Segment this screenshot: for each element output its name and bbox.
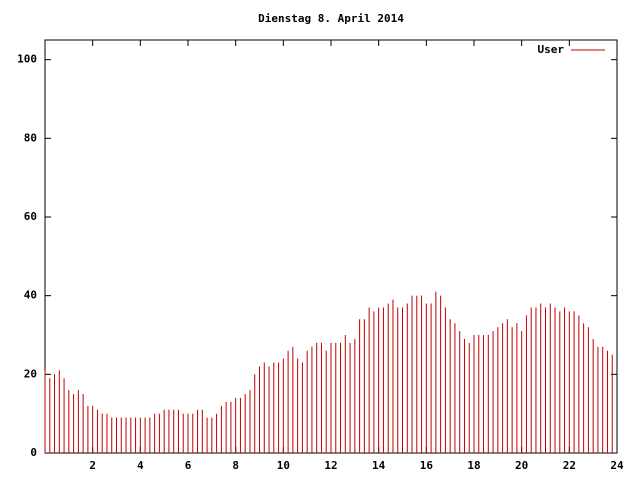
legend-label: User [538,43,565,56]
x-tick-label: 20 [515,459,528,472]
y-tick-label: 40 [24,289,37,302]
x-tick-label: 12 [324,459,337,472]
x-tick-label: 8 [232,459,239,472]
x-tick-label: 24 [610,459,624,472]
x-tick-label: 4 [137,459,144,472]
y-tick-label: 60 [24,210,37,223]
x-tick-label: 14 [372,459,386,472]
x-tick-label: 2 [89,459,96,472]
x-tick-label: 6 [185,459,192,472]
chart-title: Dienstag 8. April 2014 [258,12,404,25]
y-tick-label: 80 [24,131,37,144]
y-tick-label: 20 [24,367,37,380]
y-tick-label: 0 [30,446,37,459]
x-tick-label: 16 [420,459,434,472]
x-tick-label: 18 [467,459,480,472]
y-tick-label: 100 [17,53,37,66]
x-tick-label: 22 [563,459,576,472]
x-tick-label: 10 [277,459,290,472]
